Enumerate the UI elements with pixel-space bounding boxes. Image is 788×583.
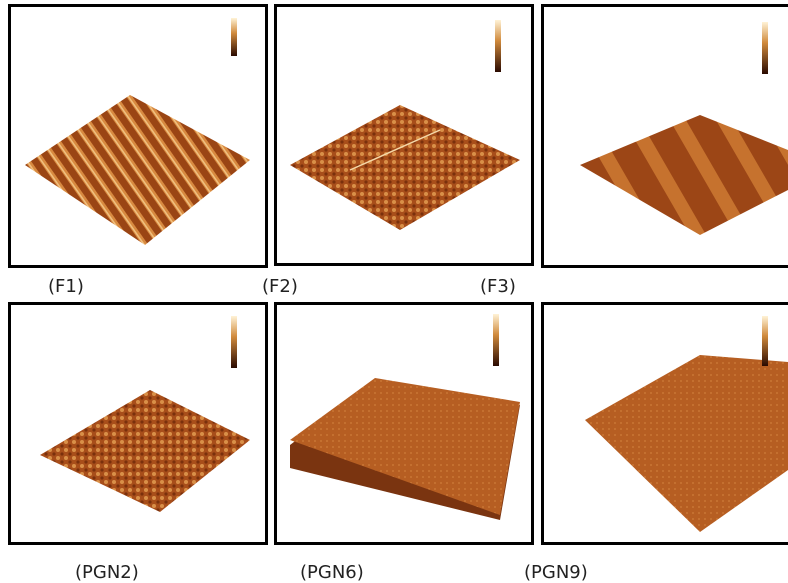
- colorbar: [762, 316, 768, 366]
- colorbar: [762, 22, 768, 74]
- colorbar: [231, 18, 237, 56]
- figure: (F1) (F2) (F3) (PGN2) (PGN6) (PGN9): [0, 0, 788, 583]
- figure-page: (F1) (F2) (F3) (PGN2) (PGN6) (PGN9) (() …: [0, 0, 788, 583]
- colorbar: [231, 316, 237, 368]
- panel-label: (F1): [48, 276, 84, 297]
- colorbar: [493, 314, 499, 366]
- panel-label: (PGN6): [300, 562, 364, 583]
- colorbar: [495, 20, 501, 72]
- panel-label: (PGN9): [524, 562, 588, 583]
- panel-label: (F2): [262, 276, 298, 297]
- panel-label: (F3): [480, 276, 516, 297]
- panel-label: (PGN2): [75, 562, 139, 583]
